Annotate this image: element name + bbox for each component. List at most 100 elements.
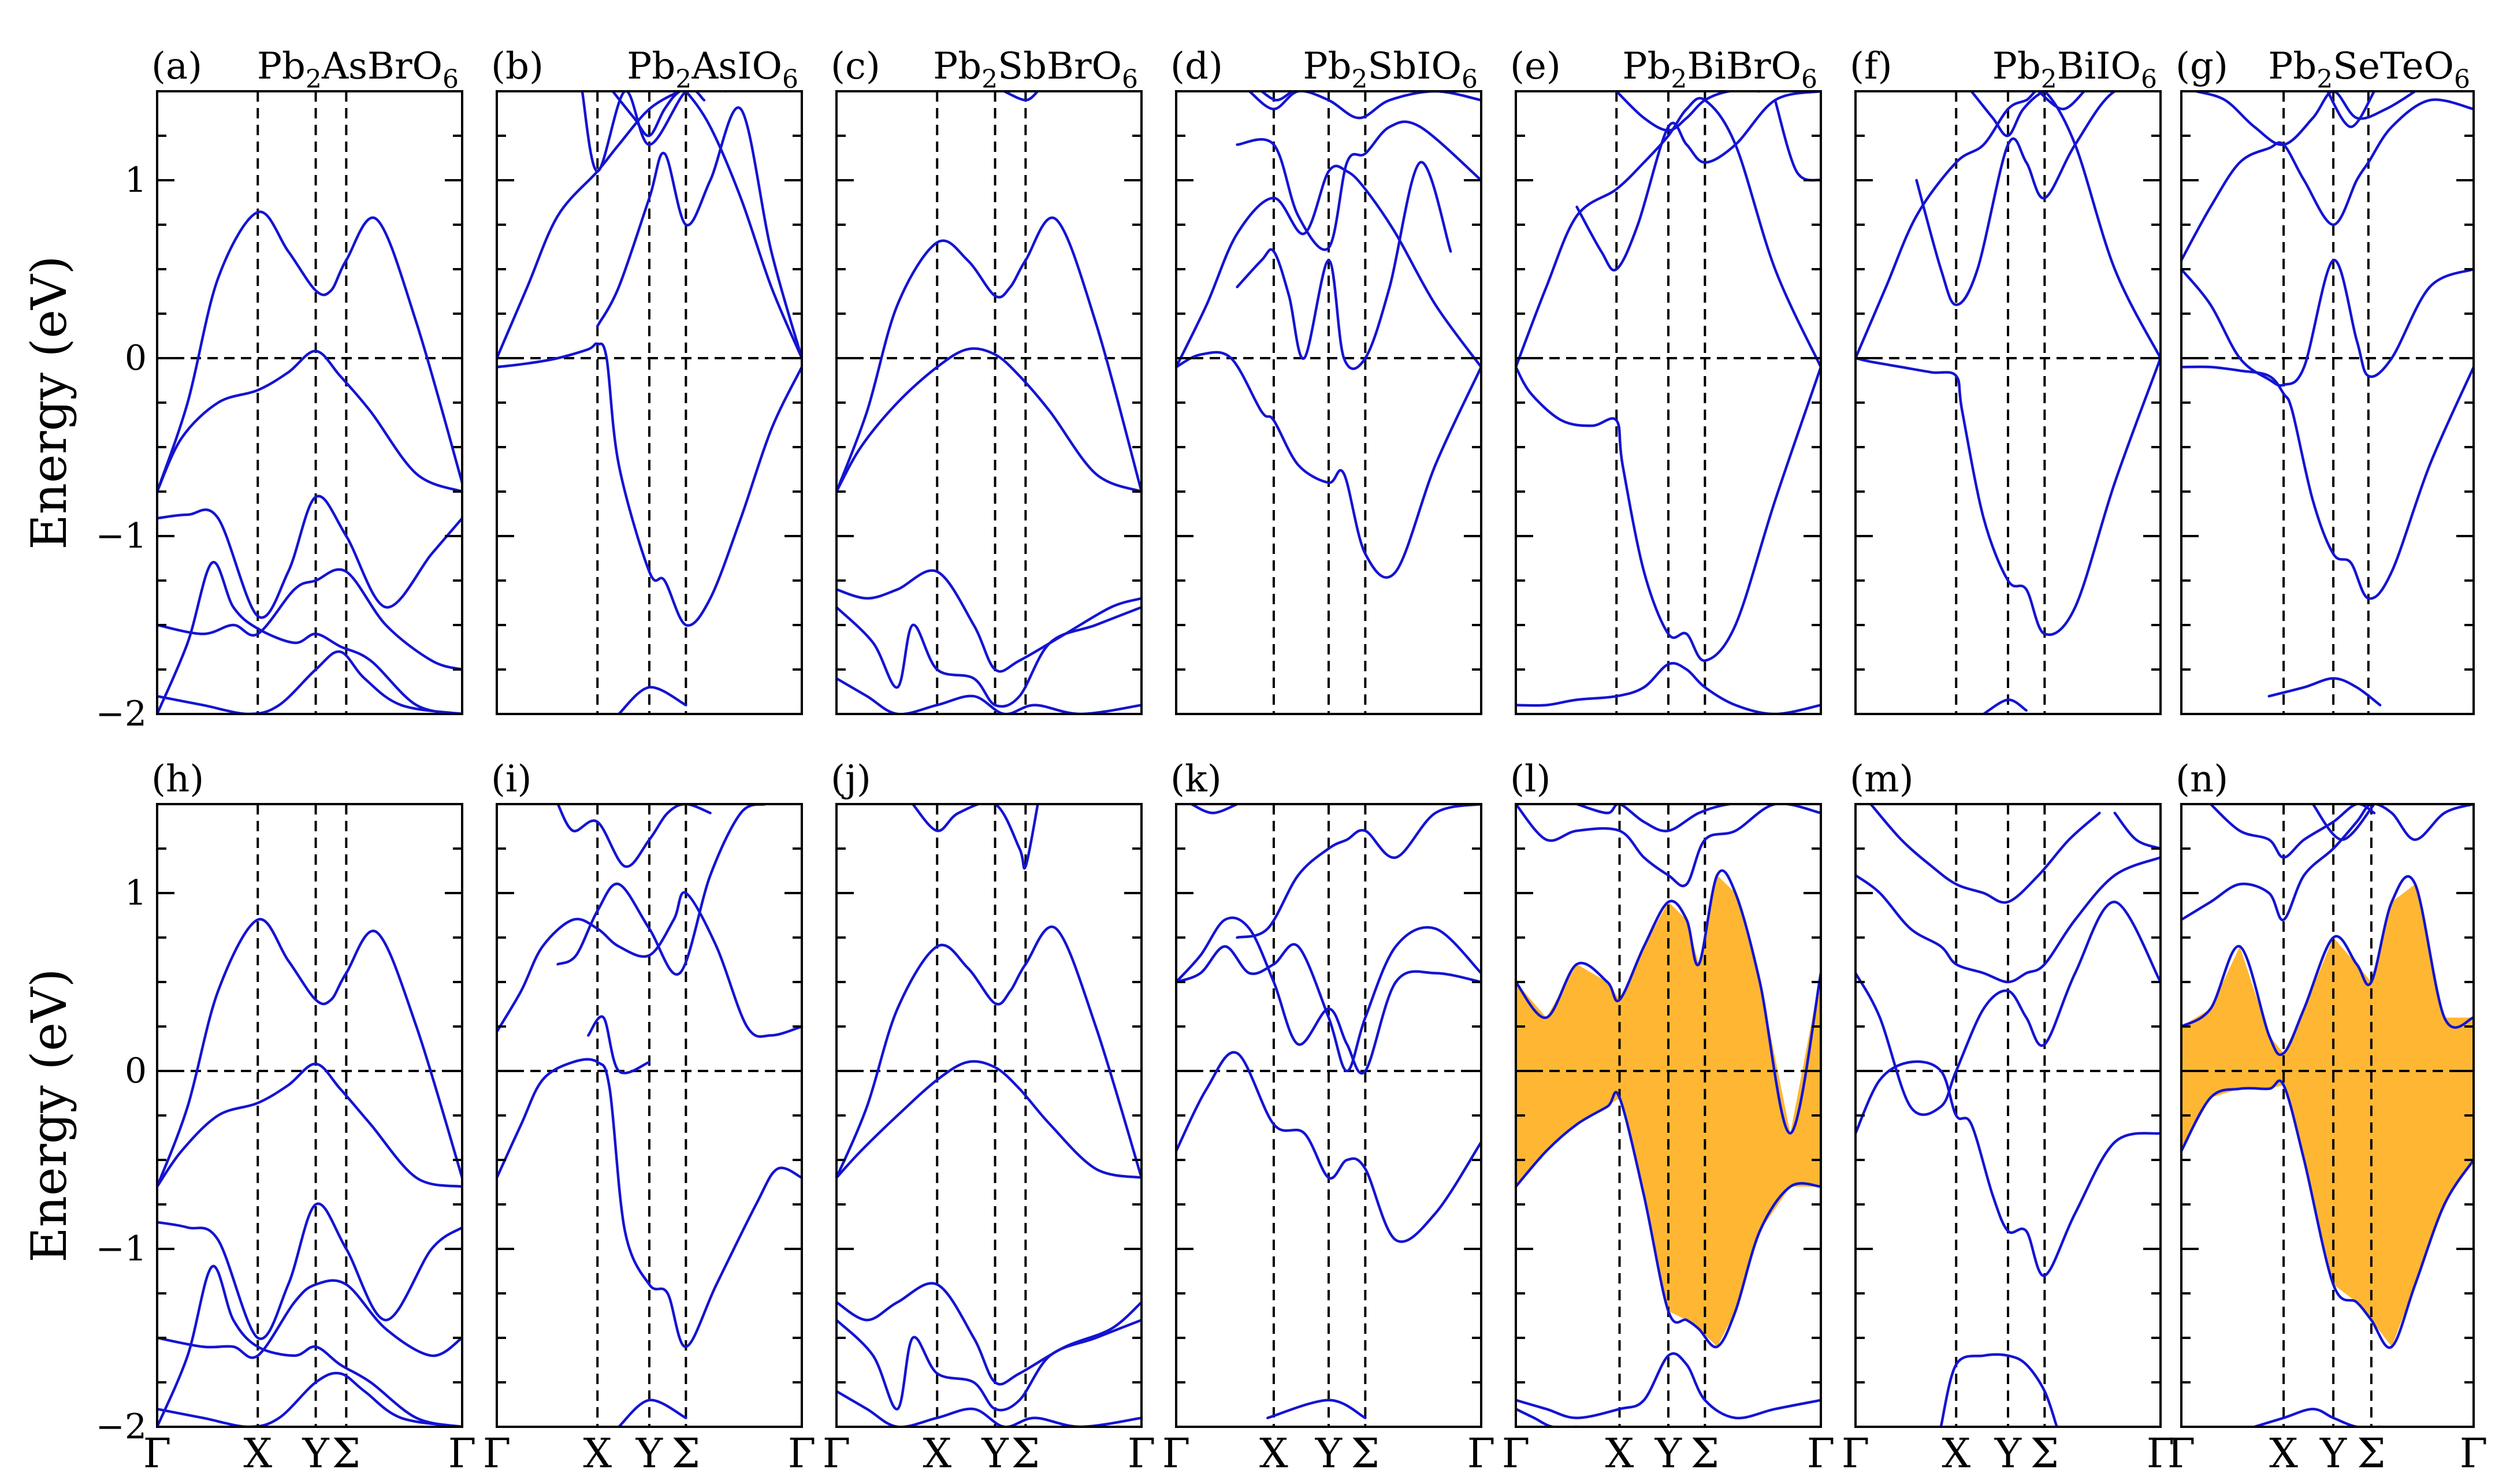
band-line-band2 xyxy=(1516,1091,1821,1349)
panel-h: 10−1−2Γ X Y Σ Γ(h) xyxy=(96,758,477,1477)
band-line-band4 xyxy=(1236,120,1481,251)
band-line-band1 xyxy=(1176,165,1481,369)
x-tick-label: Y xyxy=(1654,1430,1682,1477)
band-line-band1 xyxy=(157,918,462,1188)
y-axis-title: Energy (eV) xyxy=(21,255,77,549)
compound-title: Pb2BiBrO6 xyxy=(1622,45,1817,94)
band-line-band2 xyxy=(157,1062,462,1188)
x-tick-label: Γ xyxy=(823,1430,851,1477)
band-line-band1 xyxy=(1176,1051,1481,1243)
x-tick-label: Y xyxy=(1994,1430,2022,1477)
x-tick-label: Σ xyxy=(1012,1430,1040,1477)
y-tick-label: 0 xyxy=(125,338,147,378)
panel-label: (a) xyxy=(151,45,202,88)
plot-area xyxy=(1856,804,2161,1427)
panel-f: (f) Pb2BiIO6 xyxy=(1850,45,2162,715)
panel-m: Γ X Y Σ Γ (m) xyxy=(1842,758,2175,1477)
band-line-band6 xyxy=(2311,804,2376,841)
x-tick-label: Γ xyxy=(1162,1430,1191,1477)
compound-subscript: 6 xyxy=(1801,65,1817,94)
x-tick-label: Σ xyxy=(1691,1430,1720,1477)
band-line-band2 xyxy=(836,347,1141,493)
compound-text: AsBrO xyxy=(321,45,443,88)
band-line-band1 xyxy=(2181,98,2474,262)
band-line-band1 xyxy=(836,216,1141,493)
band-line-band3 xyxy=(1176,926,1481,1073)
band-line-band3 xyxy=(836,569,1141,673)
compound-subscript: 2 xyxy=(306,65,322,94)
band-line-band2 xyxy=(1856,356,2161,636)
band-line-band2 xyxy=(2181,259,2474,387)
x-tick-label: Σ xyxy=(2031,1430,2059,1477)
compound-text: BiIO xyxy=(2057,45,2141,88)
panel-label: (b) xyxy=(491,45,544,88)
band-line-band1 xyxy=(1516,96,1821,369)
band-line-band6 xyxy=(1516,1407,1578,1427)
x-tick-label: Γ xyxy=(2460,1430,2488,1477)
plot-area xyxy=(1176,804,1481,1427)
band-line-band4 xyxy=(157,568,462,671)
panel-n: Γ X Y Σ Γ (n) xyxy=(2167,758,2488,1477)
x-tick-label: Σ xyxy=(1351,1430,1380,1477)
x-tick-label: X xyxy=(2269,1430,2298,1477)
y-tick-label: −1 xyxy=(96,1229,147,1269)
plot-area xyxy=(1516,91,1821,714)
band-line-band6 xyxy=(157,650,462,714)
band-line-band5 xyxy=(836,1390,1141,1427)
x-tick-label: Γ xyxy=(448,1430,477,1477)
band-line-band4 xyxy=(1869,804,2101,904)
x-tick-label: Y xyxy=(635,1430,663,1477)
y-axis-title: Energy (eV) xyxy=(21,968,77,1262)
band-line-band5 xyxy=(1939,1353,2058,1427)
band-line-band6 xyxy=(1773,99,1821,182)
x-tick-label: X xyxy=(1605,1430,1634,1477)
compound-subscript: 6 xyxy=(2454,65,2470,94)
band-line-band4 xyxy=(2195,91,2417,146)
compound-title: Pb2BiIO6 xyxy=(1992,45,2157,94)
compound-title: Pb2SeTeO6 xyxy=(2268,45,2470,94)
panel-k: Γ X Y Σ Γ (k) xyxy=(1162,758,1496,1477)
band-line-band2 xyxy=(497,342,802,627)
compound-text: Pb xyxy=(1303,45,1351,88)
x-tick-label: Y xyxy=(2319,1430,2347,1477)
x-tick-label: Γ xyxy=(2167,1430,2196,1477)
band-line-band6 xyxy=(1003,91,1039,102)
compound-subscript: 2 xyxy=(2041,65,2057,94)
x-tick-label: Γ xyxy=(1502,1430,1530,1477)
compound-subscript: 2 xyxy=(981,65,998,94)
band-line-band3 xyxy=(2181,365,2474,600)
band-line-band3 xyxy=(1915,91,2161,306)
band-line-band6 xyxy=(1260,91,1293,102)
compound-subscript: 6 xyxy=(2141,65,2157,94)
compound-text: SbBrO xyxy=(998,45,1122,88)
band-line-band4 xyxy=(836,1318,1141,1412)
panel-c: (c) Pb2SbBrO6 xyxy=(831,45,1143,715)
band-line-band3 xyxy=(556,804,767,976)
band-line-band1 xyxy=(1516,869,1821,1135)
panel-label: (l) xyxy=(1510,758,1550,801)
band-line-band3 xyxy=(157,494,462,619)
plot-area xyxy=(836,91,1141,714)
band-line-band5 xyxy=(157,560,462,714)
band-line-band1 xyxy=(2181,875,2474,1057)
band-line-band4 xyxy=(157,1279,462,1359)
panel-label: (g) xyxy=(2176,45,2228,88)
panel-label: (n) xyxy=(2176,758,2228,801)
band-line-band1 xyxy=(497,891,802,1038)
panel-label: (e) xyxy=(1510,45,1561,88)
band-line-band5 xyxy=(1516,661,1821,714)
panel-label: (m) xyxy=(1850,758,1914,801)
band-line-band2 xyxy=(1856,901,2161,1116)
gap-fill-region xyxy=(2181,884,2474,1347)
panel-j: Γ X Y Σ Γ (j) xyxy=(823,758,1156,1477)
x-tick-label: Γ xyxy=(1807,1430,1835,1477)
compound-text: Pb xyxy=(257,45,306,88)
band-line-band3 xyxy=(1516,804,1821,887)
band-line-band6 xyxy=(157,1371,462,1427)
plot-area xyxy=(1176,91,1481,714)
band-line-band6 xyxy=(911,804,1039,870)
y-tick-label: 0 xyxy=(125,1051,147,1091)
x-tick-label: X xyxy=(923,1430,951,1477)
panel-a: 1 0 −1 −2 (a) Pb2AsBrO6 xyxy=(96,45,463,734)
